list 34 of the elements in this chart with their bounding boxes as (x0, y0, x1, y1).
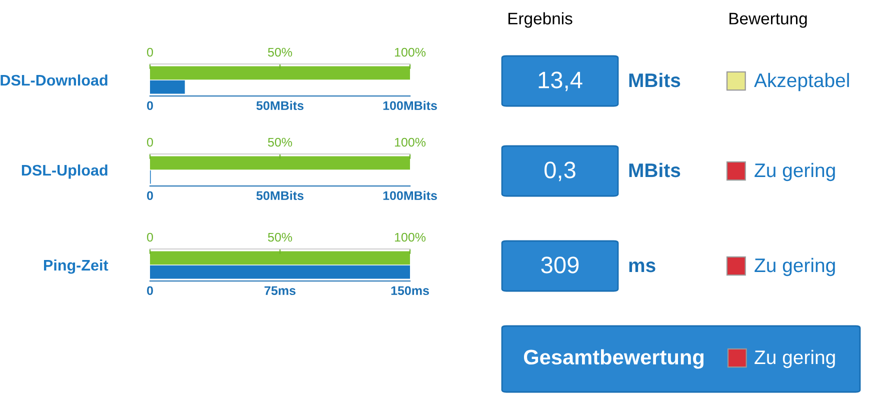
text: MBits (629, 162, 680, 178)
x-tick-label: 0 (147, 191, 153, 200)
text: Gesamtbewertung (524, 349, 704, 369)
x-tick-label: 50MBits (256, 100, 304, 110)
x-tick-label: 100MBits (383, 190, 437, 200)
x2-tick-label: 50% (268, 232, 292, 242)
x2-tick-label: 100% (394, 138, 426, 147)
text: Akzeptabel (754, 72, 849, 92)
x2-tick-label: 50% (268, 138, 292, 147)
x2-tick-label: 0 (147, 48, 153, 57)
text: Zu gering (754, 258, 835, 276)
text: Ergebnis (508, 12, 572, 28)
x2-tick-label: 0 (147, 232, 153, 242)
text: 0,3 (544, 162, 576, 182)
x2-tick-label: 50% (268, 48, 292, 57)
text: 13,4 (538, 72, 582, 92)
x-tick-label: 0 (147, 101, 153, 110)
x-tick-label: 100MBits (383, 100, 437, 110)
y-tick-label: Ping-Zeit (44, 259, 108, 274)
x-tick-label: 50MBits (256, 190, 304, 200)
text: Zu gering (754, 162, 835, 182)
x-tick-label: 75ms (264, 286, 296, 296)
x-tick-label: 0 (147, 286, 153, 296)
x2-tick-label: 0 (147, 138, 153, 147)
x2-tick-label: 100% (394, 232, 426, 242)
x-tick-label: 150ms (391, 286, 429, 296)
text: Zu gering (754, 350, 835, 368)
text: 309 (541, 256, 579, 274)
y-tick-label: DSL-Download (0, 74, 108, 86)
text: ms (629, 262, 656, 272)
y-tick-label: DSL-Upload (22, 164, 108, 179)
text: Bewertung (730, 12, 807, 28)
text: MBits (629, 72, 680, 88)
x2-tick-label: 100% (394, 48, 426, 57)
